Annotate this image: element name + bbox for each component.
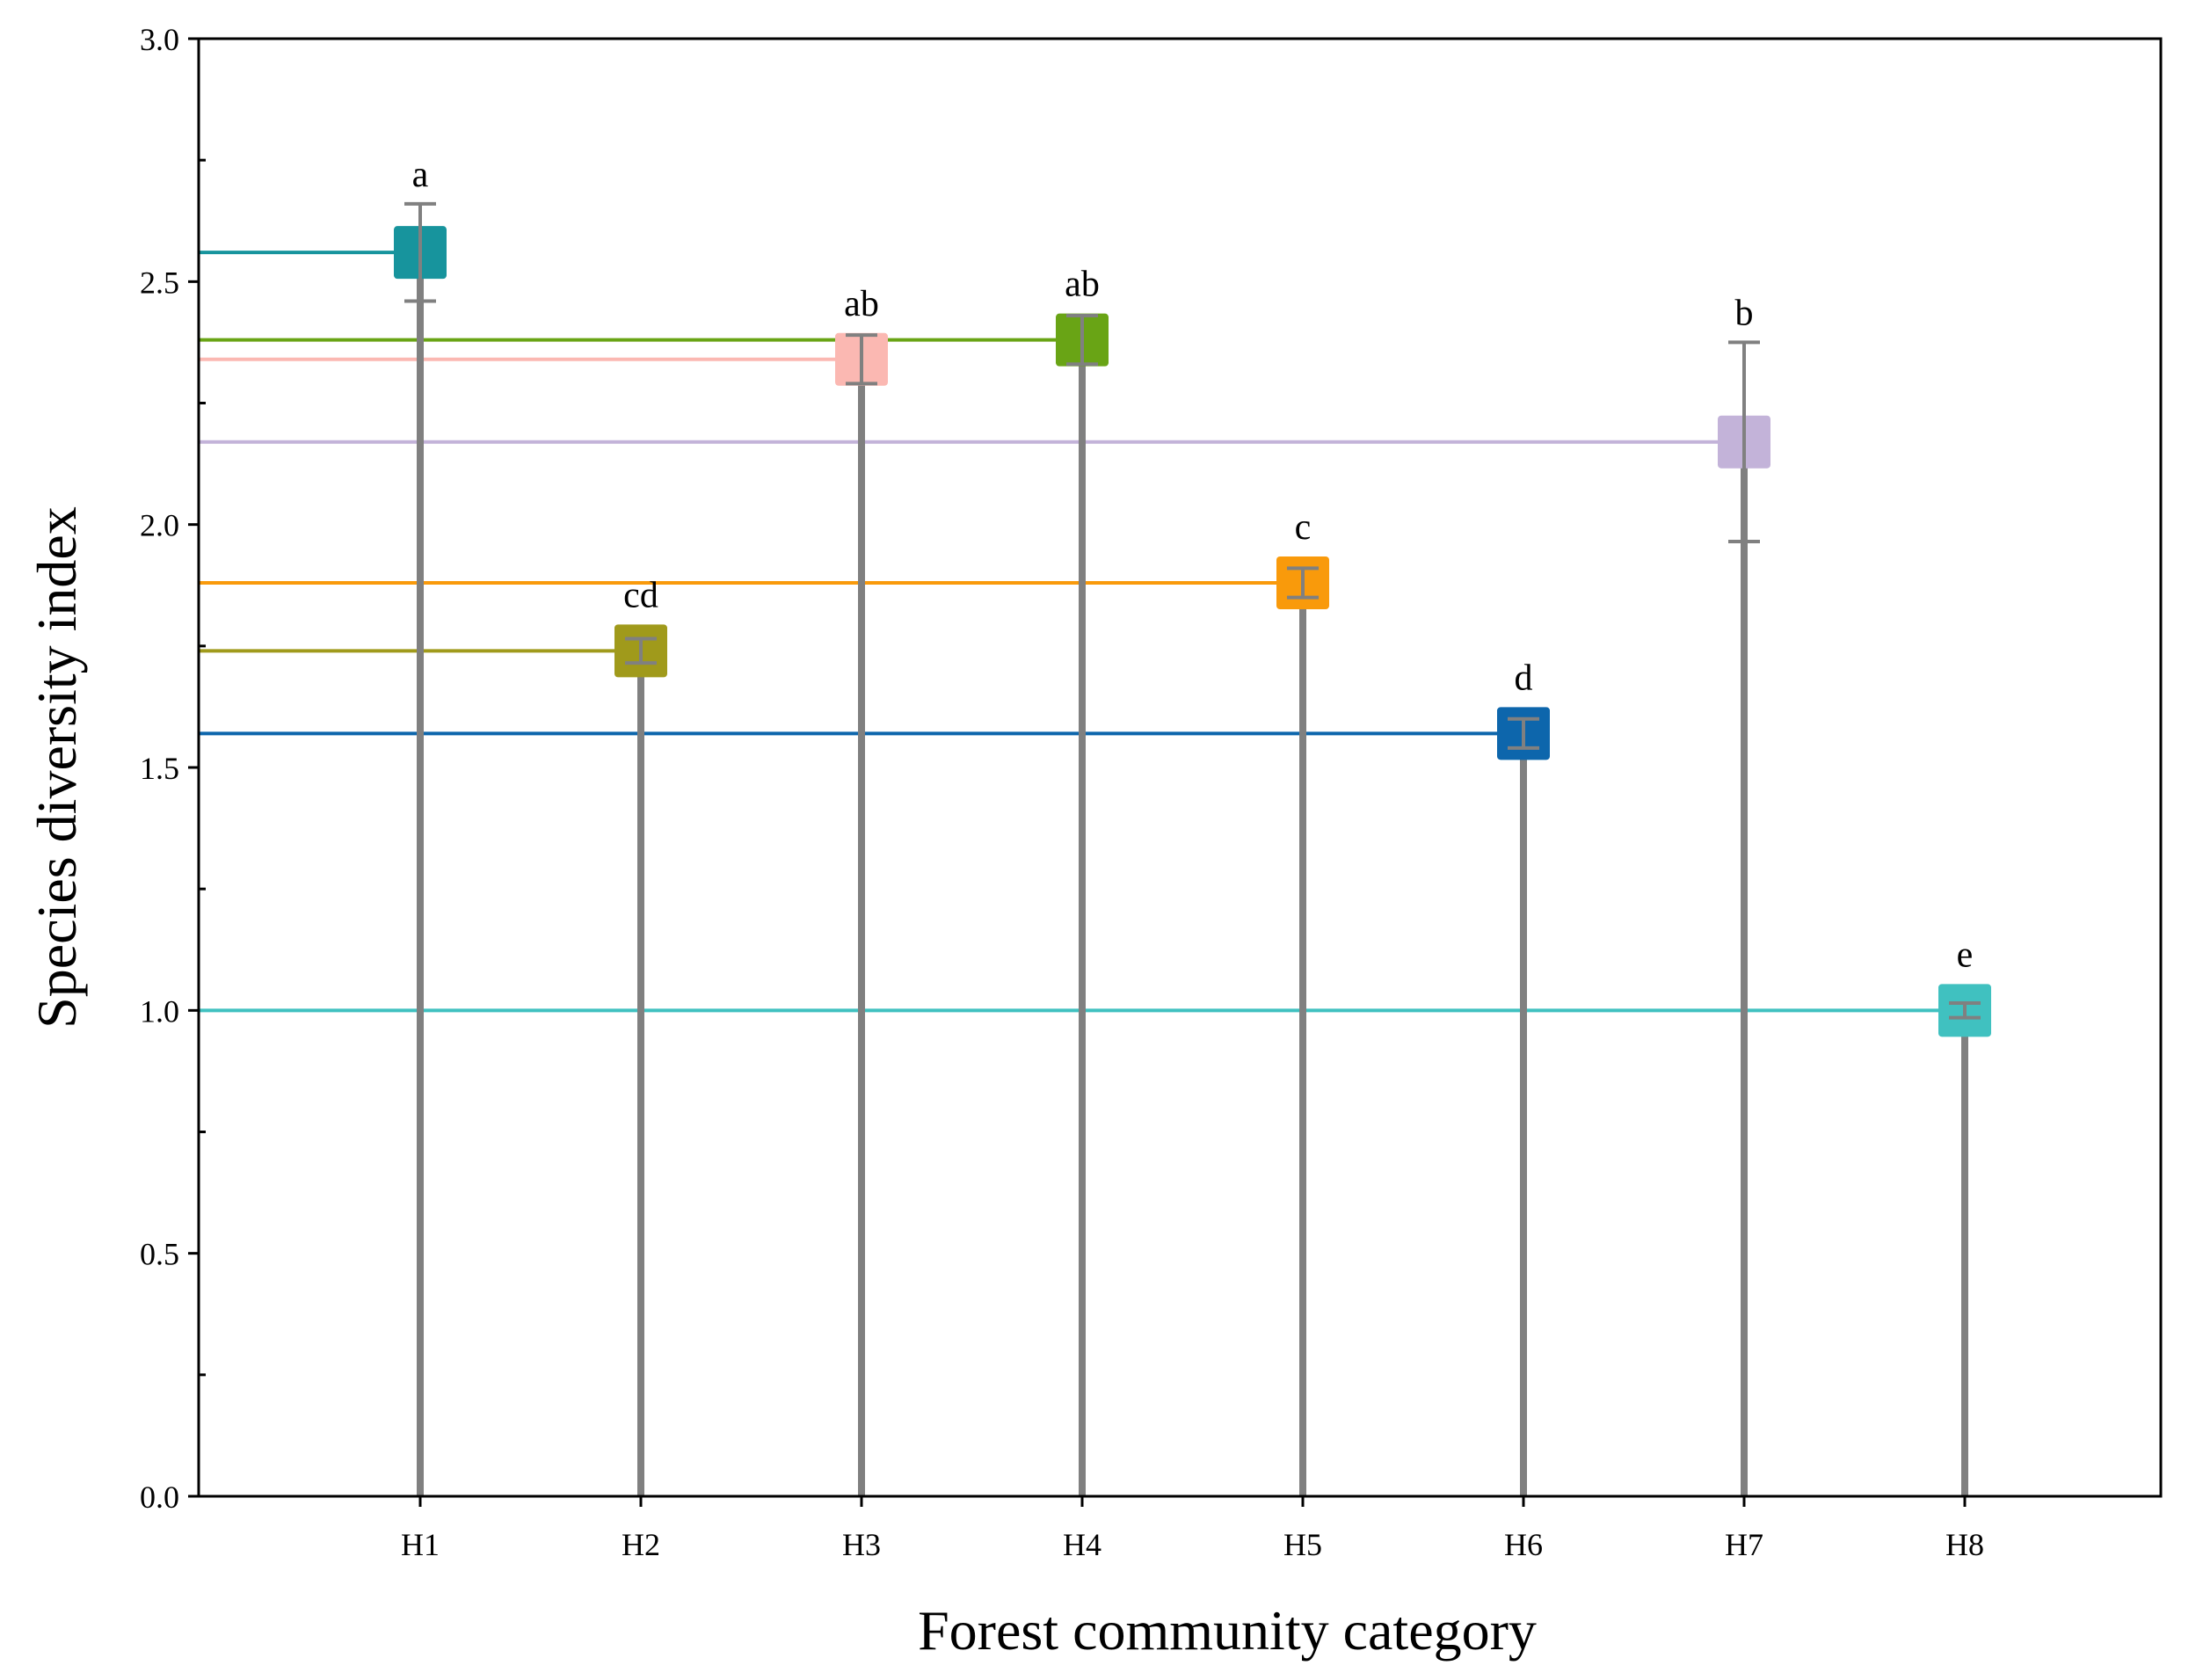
x-axis-title: Forest community category	[918, 1599, 1537, 1662]
significance-label-h8: e	[1957, 935, 1974, 975]
x-tick-label-h6: H6	[1504, 1527, 1543, 1562]
y-tick-label-1: 0.5	[140, 1237, 179, 1272]
significance-label-h5: c	[1295, 507, 1312, 548]
y-axis: 0.0 0.5 1.0 1.5 2.0 2.5 3.0	[140, 22, 206, 1515]
y-tick-label-4: 2.0	[140, 508, 179, 543]
y-tick-label-6: 3.0	[140, 22, 179, 57]
y-tick-label-2: 1.0	[140, 993, 179, 1029]
stems-layer	[417, 252, 1968, 1496]
significance-label-h6: d	[1515, 658, 1533, 698]
y-tick-label-0: 0.0	[140, 1480, 179, 1515]
y-tick-label-3: 1.5	[140, 751, 179, 786]
x-tick-label-h3: H3	[842, 1527, 881, 1562]
x-tick-label-h2: H2	[622, 1527, 660, 1562]
x-tick-label-h8: H8	[1945, 1527, 1984, 1562]
significance-label-h7: b	[1735, 293, 1754, 333]
y-axis-title: Species diversity index	[25, 506, 88, 1029]
significance-label-h4: ab	[1065, 265, 1100, 305]
significance-label-h1: a	[412, 155, 429, 195]
significance-label-h3: ab	[844, 284, 879, 324]
y-tick-label-5: 2.5	[140, 265, 179, 300]
x-tick-label-h1: H1	[401, 1527, 440, 1562]
x-tick-label-h5: H5	[1283, 1527, 1322, 1562]
x-axis: H1 H2 H3 H4 H5 H6 H7 H8	[401, 1496, 1984, 1562]
x-tick-label-h7: H7	[1725, 1527, 1763, 1562]
significance-label-h2: cd	[623, 575, 658, 615]
x-tick-label-h4: H4	[1063, 1527, 1102, 1562]
